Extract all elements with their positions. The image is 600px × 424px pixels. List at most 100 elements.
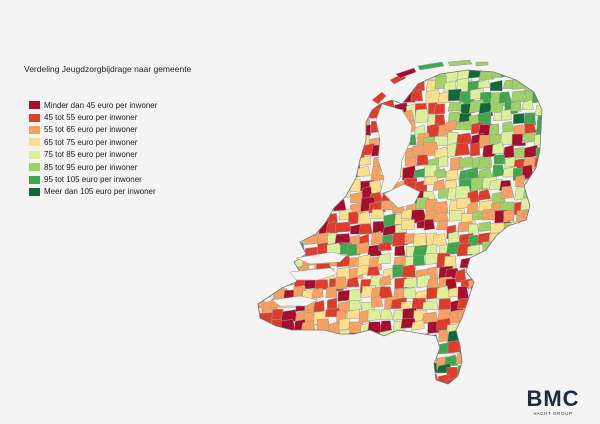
municipality-region [271,209,286,221]
municipality-region [405,344,419,357]
municipality-region [258,202,274,214]
logo-subtitle: VACHT GROUP [533,411,573,416]
municipality-region [548,198,562,211]
municipality-region [534,275,542,289]
municipality-region [322,333,335,346]
island-region [371,91,387,105]
municipality-region [438,330,449,343]
legend-item: Meer dan 105 euro per inwoner [29,186,157,198]
municipality-region [279,132,293,146]
municipality-region [274,387,287,398]
municipality-region [457,286,470,300]
bmc-logo: BMC VACHT GROUP [523,388,583,417]
municipality-region [412,254,425,267]
municipality-region [457,362,469,379]
municipality-region [292,241,306,257]
municipality-region [258,81,265,96]
municipality-region [325,120,341,134]
municipality-region [533,374,542,384]
legend-label: Minder dan 45 euro per inwoner [44,100,158,110]
municipality-region [268,98,283,113]
municipality-region [294,100,310,116]
municipality-region [258,222,266,236]
municipality-region [328,387,339,399]
municipality-region [405,157,418,167]
municipality-region [545,255,556,268]
municipality-region [502,231,518,242]
municipality-region [500,296,512,310]
municipality-region [545,104,559,117]
municipality-region [258,344,271,357]
municipality-region [313,387,327,400]
municipality-region [469,257,484,273]
municipality-region [414,108,428,124]
legend-label: 85 tot 95 euro per inwoner [44,162,138,172]
municipality-region [268,121,283,135]
municipality-region [270,220,285,232]
municipality-region [545,356,558,368]
municipality-region [456,132,473,145]
municipality-region [537,322,542,334]
municipality-region [258,265,267,282]
municipality-region [291,168,305,180]
municipality-region [293,230,307,243]
municipality-region [390,361,403,374]
municipality-region [379,275,392,286]
municipality-region [532,285,542,300]
municipality-region [536,201,542,215]
municipality-region [482,318,497,333]
municipality-region [258,86,267,98]
municipality-region [360,377,375,384]
municipality-region [357,353,372,367]
municipality-region [526,300,539,313]
municipality-region [337,329,352,344]
municipality-region [282,244,299,260]
municipality-region [312,211,326,221]
municipality-region [433,103,445,115]
municipality-region [304,197,319,207]
municipality-region [423,219,436,231]
legend-label: 65 tot 75 euro per inwoner [44,137,138,147]
municipality-region [272,265,288,279]
legend-label: 75 tot 85 euro per inwoner [44,150,138,160]
municipality-region [323,350,337,363]
municipality-region [357,124,371,136]
municipality-region [515,235,527,250]
municipality-region [522,220,538,235]
municipality-region [515,70,529,78]
municipality-region [535,124,542,138]
municipality-region [370,295,384,308]
municipality-region [349,88,363,102]
municipality-region [501,274,514,286]
municipality-region [489,321,505,333]
municipality-region [311,287,324,299]
municipality-region [259,70,275,81]
municipality-region [501,367,512,380]
municipality-region [512,331,527,343]
municipality-region [357,211,372,225]
municipality-region [477,297,493,309]
municipality-region [437,155,449,168]
island-region [447,59,473,67]
municipality-region [504,331,515,343]
municipality-region [392,342,409,357]
legend-item: 85 tot 95 euro per inwoner [29,161,157,173]
municipality-region [316,341,331,353]
municipality-region [480,312,494,328]
municipality-region [545,310,558,320]
municipality-region [471,374,486,384]
municipality-region [336,146,348,158]
municipality-region [520,197,538,211]
municipality-region [548,363,563,375]
municipality-region [349,120,364,135]
municipality-region [521,318,536,330]
municipality-region [350,131,365,147]
municipality-region [258,163,261,178]
municipality-region [478,254,491,268]
municipality-region [358,223,373,235]
municipality-region [302,365,317,379]
municipality-region [337,344,354,359]
municipality-region [258,219,272,236]
municipality-region [292,87,306,99]
municipality-region [258,361,262,374]
